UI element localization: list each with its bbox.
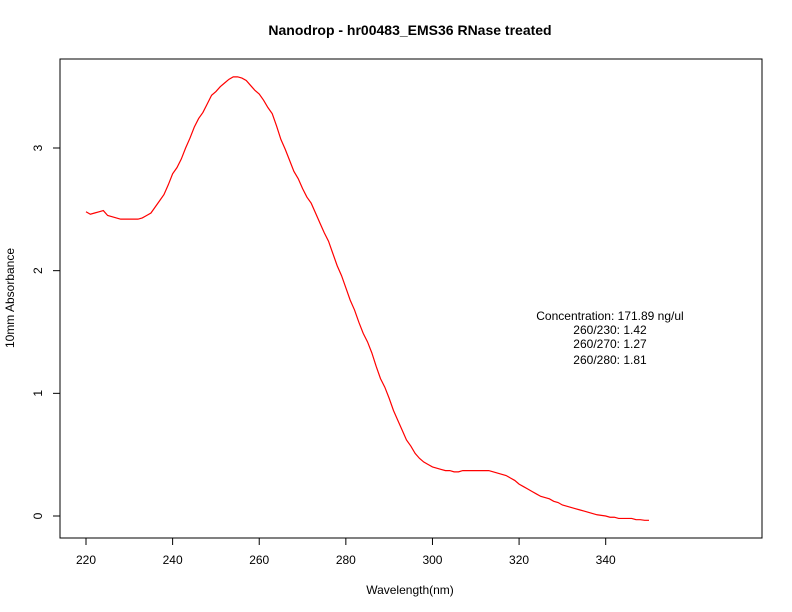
ratio-260-280-text: 260/280: 1.81 — [573, 353, 647, 367]
x-tick-label: 300 — [422, 553, 442, 567]
x-tick-label: 240 — [163, 553, 183, 567]
y-tick-label: 2 — [31, 267, 45, 274]
ratio-260-230-text: 260/230: 1.42 — [573, 323, 647, 337]
x-axis: 220 240 260 280 300 320 340 — [76, 537, 616, 567]
x-tick-label: 260 — [249, 553, 269, 567]
x-tick-label: 320 — [509, 553, 529, 567]
stats-annotation: Concentration: 171.89 ng/ul 260/230: 1.4… — [536, 309, 683, 367]
y-tick-label: 0 — [31, 512, 45, 519]
y-axis: 0 1 2 3 — [31, 144, 61, 519]
y-tick-label: 3 — [31, 144, 45, 151]
absorbance-series-line — [85, 76, 649, 521]
x-axis-label: Wavelength(nm) — [366, 583, 454, 597]
plot-frame — [59, 58, 763, 539]
y-axis-label: 10mm Absorbance — [3, 248, 17, 348]
chart-title: Nanodrop - hr00483_EMS36 RNase treated — [268, 22, 551, 38]
ratio-260-270-text: 260/270: 1.27 — [573, 337, 647, 351]
x-tick-label: 340 — [596, 553, 616, 567]
x-tick-label: 280 — [336, 553, 356, 567]
y-tick-label: 1 — [31, 390, 45, 397]
concentration-text: Concentration: 171.89 ng/ul — [536, 309, 683, 323]
x-tick-label: 220 — [76, 553, 96, 567]
